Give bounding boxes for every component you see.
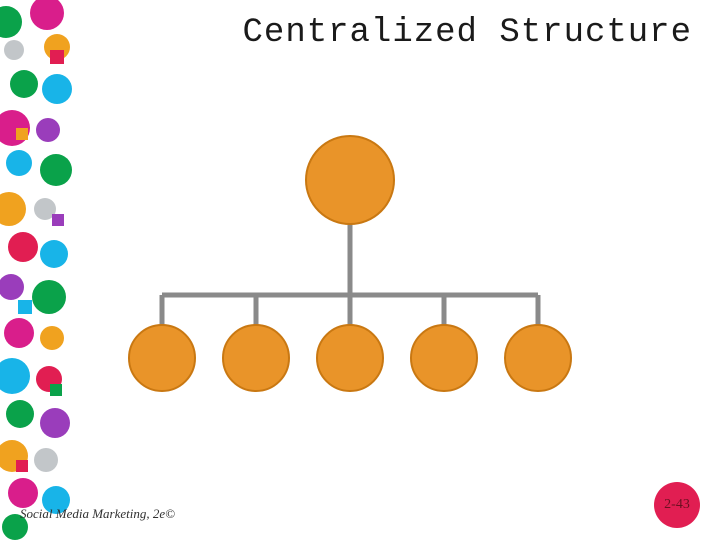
org-diagram xyxy=(0,0,720,540)
footer-text: Social Media Marketing, 2e© xyxy=(20,506,175,522)
child-node xyxy=(411,325,477,391)
child-node xyxy=(223,325,289,391)
page-number: 2-43 xyxy=(664,497,690,513)
page-number-badge: 2-43 xyxy=(654,482,700,528)
child-node xyxy=(129,325,195,391)
child-node xyxy=(317,325,383,391)
child-node xyxy=(505,325,571,391)
root-node xyxy=(306,136,394,224)
